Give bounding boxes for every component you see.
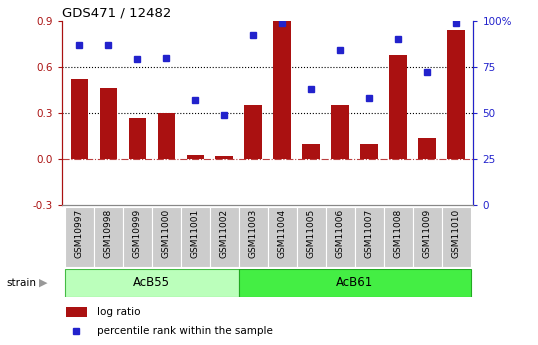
Bar bbox=[268, 207, 296, 267]
Text: GSM10999: GSM10999 bbox=[133, 209, 141, 258]
Text: GSM11001: GSM11001 bbox=[190, 209, 200, 258]
Text: GSM11003: GSM11003 bbox=[249, 209, 258, 258]
Bar bbox=[158, 113, 175, 159]
Bar bbox=[129, 118, 146, 159]
Bar bbox=[296, 207, 325, 267]
Text: AcB61: AcB61 bbox=[336, 276, 373, 289]
Bar bbox=[360, 144, 378, 159]
Text: GDS471 / 12482: GDS471 / 12482 bbox=[62, 7, 171, 20]
Text: AcB55: AcB55 bbox=[133, 276, 170, 289]
Bar bbox=[65, 269, 239, 297]
Text: log ratio: log ratio bbox=[97, 307, 140, 317]
Bar bbox=[100, 88, 117, 159]
Text: GSM10998: GSM10998 bbox=[104, 209, 113, 258]
Bar bbox=[448, 30, 465, 159]
Bar bbox=[216, 156, 233, 159]
Bar bbox=[152, 207, 181, 267]
Bar bbox=[413, 207, 442, 267]
Bar bbox=[94, 207, 123, 267]
Bar bbox=[355, 207, 384, 267]
Text: GSM11005: GSM11005 bbox=[307, 209, 316, 258]
Text: GSM11004: GSM11004 bbox=[278, 209, 287, 258]
Bar bbox=[187, 155, 204, 159]
Text: GSM11008: GSM11008 bbox=[394, 209, 402, 258]
Bar bbox=[390, 55, 407, 159]
Bar bbox=[65, 207, 94, 267]
Text: GSM10997: GSM10997 bbox=[75, 209, 84, 258]
Bar bbox=[325, 207, 355, 267]
Text: GSM11009: GSM11009 bbox=[422, 209, 431, 258]
Text: GSM11000: GSM11000 bbox=[162, 209, 171, 258]
Text: ▶: ▶ bbox=[39, 278, 47, 288]
Bar bbox=[442, 207, 471, 267]
Bar bbox=[239, 269, 471, 297]
Bar bbox=[239, 207, 268, 267]
Bar bbox=[331, 105, 349, 159]
Text: percentile rank within the sample: percentile rank within the sample bbox=[97, 326, 273, 335]
Bar bbox=[181, 207, 210, 267]
Bar bbox=[273, 21, 291, 159]
Bar bbox=[66, 307, 87, 317]
Bar bbox=[123, 207, 152, 267]
Bar bbox=[419, 138, 436, 159]
Bar bbox=[302, 144, 320, 159]
Bar bbox=[70, 79, 88, 159]
Bar bbox=[210, 207, 239, 267]
Text: GSM11007: GSM11007 bbox=[365, 209, 373, 258]
Bar bbox=[384, 207, 413, 267]
Text: strain: strain bbox=[6, 278, 37, 288]
Bar bbox=[244, 105, 262, 159]
Text: GSM11006: GSM11006 bbox=[336, 209, 345, 258]
Text: GSM11002: GSM11002 bbox=[220, 209, 229, 258]
Text: GSM11010: GSM11010 bbox=[451, 209, 461, 258]
